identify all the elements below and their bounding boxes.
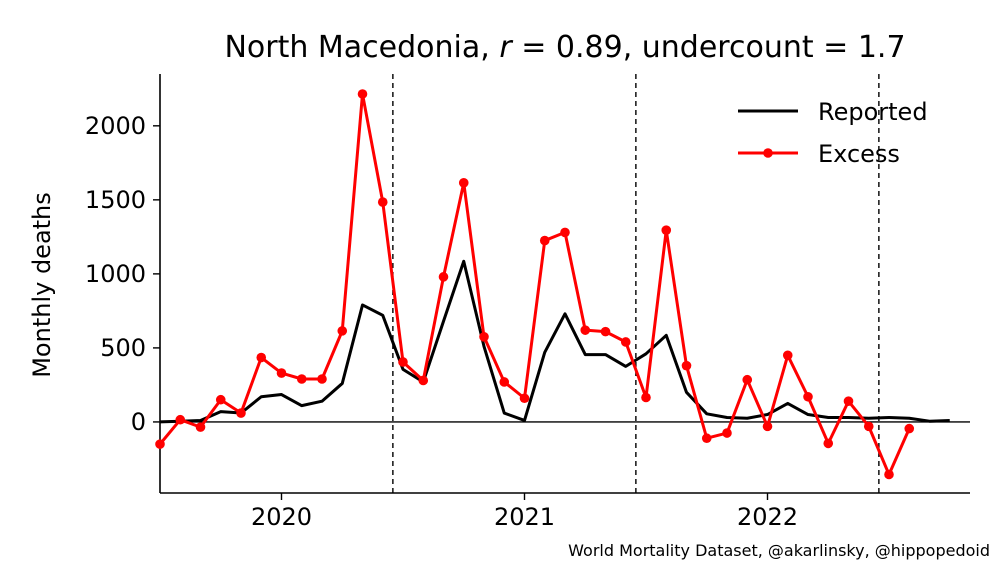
excess-data-point	[904, 423, 915, 434]
excess-series-line	[158, 92, 911, 476]
excess-data-point	[236, 408, 246, 418]
y-tick-label: 1500	[85, 186, 146, 214]
excess-data-point	[458, 178, 469, 188]
excess-data-point	[762, 421, 773, 432]
excess-data-point	[843, 396, 854, 407]
excess-data-point	[155, 439, 165, 449]
legend: Reported Excess	[738, 98, 928, 168]
excess-data-point	[519, 393, 530, 404]
excess-data-point	[398, 357, 408, 367]
excess-data-point	[337, 326, 348, 336]
excess-data-point	[276, 368, 287, 378]
y-tick-label: 500	[100, 334, 146, 362]
excess-data-point	[479, 332, 489, 342]
excess-data-point	[499, 377, 510, 387]
excess-data-point	[823, 438, 834, 449]
excess-data-point	[195, 422, 206, 432]
y-axis-label: Monthly deaths	[28, 192, 56, 378]
chart-title: North Macedonia, r = 0.89, undercount = …	[224, 30, 905, 65]
excess-data-point	[357, 89, 368, 99]
excess-data-point	[377, 197, 388, 207]
legend-label-excess: Excess	[818, 140, 900, 168]
reported-series-line	[159, 259, 950, 424]
x-tick-label: 2021	[494, 503, 555, 531]
excess-data-point	[742, 374, 753, 385]
excess-data-point	[782, 350, 793, 361]
excess-data-point	[296, 374, 307, 384]
excess-data-point	[175, 414, 186, 425]
excess-data-point	[641, 392, 651, 403]
legend-marker-excess	[763, 148, 773, 158]
excess-data-point	[884, 469, 894, 480]
excess-data-point	[418, 375, 429, 386]
y-tick-label: 2000	[85, 112, 146, 140]
excess-data-point	[701, 433, 712, 444]
credit-text: World Mortality Dataset, @akarlinsky, @h…	[568, 541, 990, 560]
x-tick-label: 2020	[251, 503, 312, 531]
excess-data-point	[580, 325, 591, 335]
excess-data-point	[317, 374, 327, 384]
legend-label-reported: Reported	[818, 98, 928, 126]
y-tick-label: 1000	[85, 260, 146, 288]
x-tick-label: 2022	[737, 503, 798, 531]
excess-data-point	[681, 360, 692, 371]
excess-data-point	[661, 225, 672, 235]
y-tick-label: 0	[131, 408, 146, 436]
excess-data-point	[539, 235, 550, 246]
excess-data-point	[803, 391, 813, 402]
excess-data-point	[438, 272, 449, 282]
excess-data-point	[600, 326, 611, 337]
excess-data-point	[215, 394, 226, 405]
excess-data-point	[620, 337, 631, 347]
excess-data-point	[722, 428, 732, 438]
excess-data-point	[256, 352, 267, 363]
plot-area: 0 500 1000 1500 2000 2020 2021 2022	[85, 74, 970, 531]
excess-data-point	[863, 421, 874, 432]
excess-data-point	[560, 227, 570, 238]
